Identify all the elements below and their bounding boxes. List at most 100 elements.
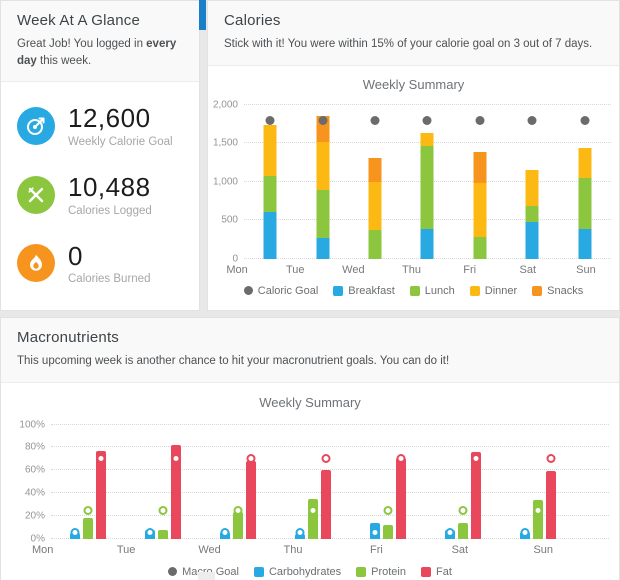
bar-fat[interactable] [171, 445, 182, 539]
bar-protein[interactable] [382, 525, 393, 539]
legend-item-lunch[interactable]: Lunch [409, 285, 455, 297]
goal-ring-fat[interactable] [321, 454, 331, 464]
goal-ring-fat[interactable] [246, 454, 256, 464]
legend-item-fat[interactable]: Fat [420, 566, 452, 578]
goal-dot-caloric-goal[interactable] [318, 115, 328, 125]
legend-item-breakfast[interactable]: Breakfast [333, 285, 395, 297]
bar-segment-snacks[interactable] [473, 152, 487, 184]
goal-ring-protein[interactable] [383, 505, 393, 515]
bar-slot-fat [470, 425, 481, 539]
bar-segment-lunch[interactable] [263, 175, 277, 213]
bar-segment-dinner[interactable] [473, 183, 487, 238]
bar-fat[interactable] [395, 457, 406, 539]
bar-segment-dinner[interactable] [420, 133, 434, 147]
goal-dot-caloric-goal[interactable] [422, 115, 432, 125]
goal-ring-carbohydrates[interactable] [445, 528, 455, 538]
legend-item-snacks[interactable]: Snacks [532, 285, 583, 297]
goal-ring-fat[interactable] [471, 454, 481, 464]
legend-swatch-icon [469, 285, 480, 296]
bar-fat[interactable] [470, 452, 481, 539]
bar-segment-lunch[interactable] [473, 237, 487, 259]
day-column-mon [51, 425, 126, 539]
goal-dot-caloric-goal[interactable] [370, 115, 380, 125]
y-tick-label: 1,000 [212, 176, 238, 188]
legend-swatch-icon [409, 285, 420, 296]
y-tick-label: 500 [221, 214, 238, 226]
bar-group-tue [145, 425, 182, 539]
goal-ring-fat[interactable] [396, 454, 406, 464]
goal-ring-fat[interactable] [96, 454, 106, 464]
bar-protein[interactable] [83, 518, 94, 539]
vertical-scrollbar-thumb[interactable] [199, 0, 206, 30]
bar-fat[interactable] [96, 450, 107, 539]
bar-slot-carbohydrates [444, 425, 455, 539]
goal-ring-protein[interactable] [458, 505, 468, 515]
bar-segment-dinner[interactable] [525, 170, 539, 206]
bar-protein[interactable] [158, 529, 169, 539]
day-column-fri [350, 425, 425, 539]
y-tick-label: 80% [24, 441, 45, 453]
goal-ring-carbohydrates[interactable] [70, 528, 80, 538]
bar-segment-dinner[interactable] [368, 181, 382, 231]
bar-slot-fat [96, 425, 107, 539]
legend-item-caloric-goal[interactable]: Caloric Goal [243, 284, 319, 297]
goal-ring-protein[interactable] [83, 505, 93, 515]
x-tick-label: Sat [519, 263, 537, 276]
bar-fat[interactable] [246, 461, 257, 539]
goal-ring-carbohydrates[interactable] [370, 528, 380, 538]
subtitle-bold-text: every day [17, 38, 177, 67]
bar-segment-breakfast[interactable] [420, 229, 434, 259]
goal-ring-protein[interactable] [158, 505, 168, 515]
goal-ring-protein[interactable] [233, 505, 243, 515]
calories-burned-value: 0 [68, 240, 83, 271]
bar-segment-dinner[interactable] [316, 141, 330, 191]
bar-segment-lunch[interactable] [368, 230, 382, 259]
bar-fat[interactable] [545, 471, 556, 539]
goal-dot-caloric-goal[interactable] [580, 115, 590, 125]
plot-columns [51, 425, 609, 539]
legend-item-carbohydrates[interactable]: Carbohydrates [253, 566, 341, 578]
legend-label: Protein [371, 565, 406, 578]
bar-protein[interactable] [457, 522, 468, 539]
bar-segment-breakfast[interactable] [316, 237, 330, 259]
bar-segment-lunch[interactable] [420, 146, 434, 230]
goal-ring-protein[interactable] [308, 505, 318, 515]
bar-segment-breakfast[interactable] [525, 222, 539, 259]
stacked-bar-thu [420, 105, 434, 259]
bar-segment-lunch[interactable] [578, 177, 592, 230]
bar-segment-lunch[interactable] [316, 190, 330, 238]
goal-ring-protein[interactable] [533, 505, 543, 515]
bar-segment-dinner[interactable] [578, 147, 592, 178]
bar-fat[interactable] [321, 470, 331, 539]
legend-item-protein[interactable]: Protein [356, 566, 406, 578]
goal-ring-carbohydrates[interactable] [520, 528, 530, 538]
goal-ring-carbohydrates[interactable] [220, 528, 230, 538]
macros-plot-area [51, 423, 609, 539]
bar-segment-lunch[interactable] [525, 205, 539, 223]
goal-ring-fat[interactable] [546, 454, 556, 464]
goal-dot-caloric-goal[interactable] [527, 115, 537, 125]
legend-swatch-icon [333, 285, 344, 296]
goal-ring-carbohydrates[interactable] [295, 528, 305, 538]
bar-protein[interactable] [308, 498, 318, 539]
bar-protein[interactable] [233, 512, 244, 539]
y-tick-label: 100% [19, 419, 45, 431]
goal-dot-caloric-goal[interactable] [265, 115, 275, 125]
bar-segment-breakfast[interactable] [578, 229, 592, 259]
goal-dot-caloric-goal[interactable] [475, 115, 485, 125]
legend-swatch-icon [532, 285, 543, 296]
goal-ring-carbohydrates[interactable] [145, 528, 155, 538]
bar-segment-breakfast[interactable] [263, 212, 277, 259]
stacked-bar-sun [578, 105, 592, 259]
bar-protein[interactable] [532, 499, 543, 539]
macros-y-axis: 0% 20% 40% 60% 80% 100% [1, 419, 51, 544]
horizontal-scrollbar-thumb[interactable] [198, 572, 215, 580]
legend-label: Caloric Goal [257, 284, 319, 297]
bar-segment-snacks[interactable] [368, 157, 382, 182]
bar-segment-dinner[interactable] [263, 124, 277, 176]
legend-item-dinner[interactable]: Dinner [469, 285, 517, 297]
goal-ring-fat[interactable] [171, 454, 181, 464]
legend-dot-icon [168, 567, 178, 577]
stacked-bar-sat [525, 105, 539, 259]
legend-item-macro-goal[interactable]: Macro Goal [168, 566, 239, 578]
